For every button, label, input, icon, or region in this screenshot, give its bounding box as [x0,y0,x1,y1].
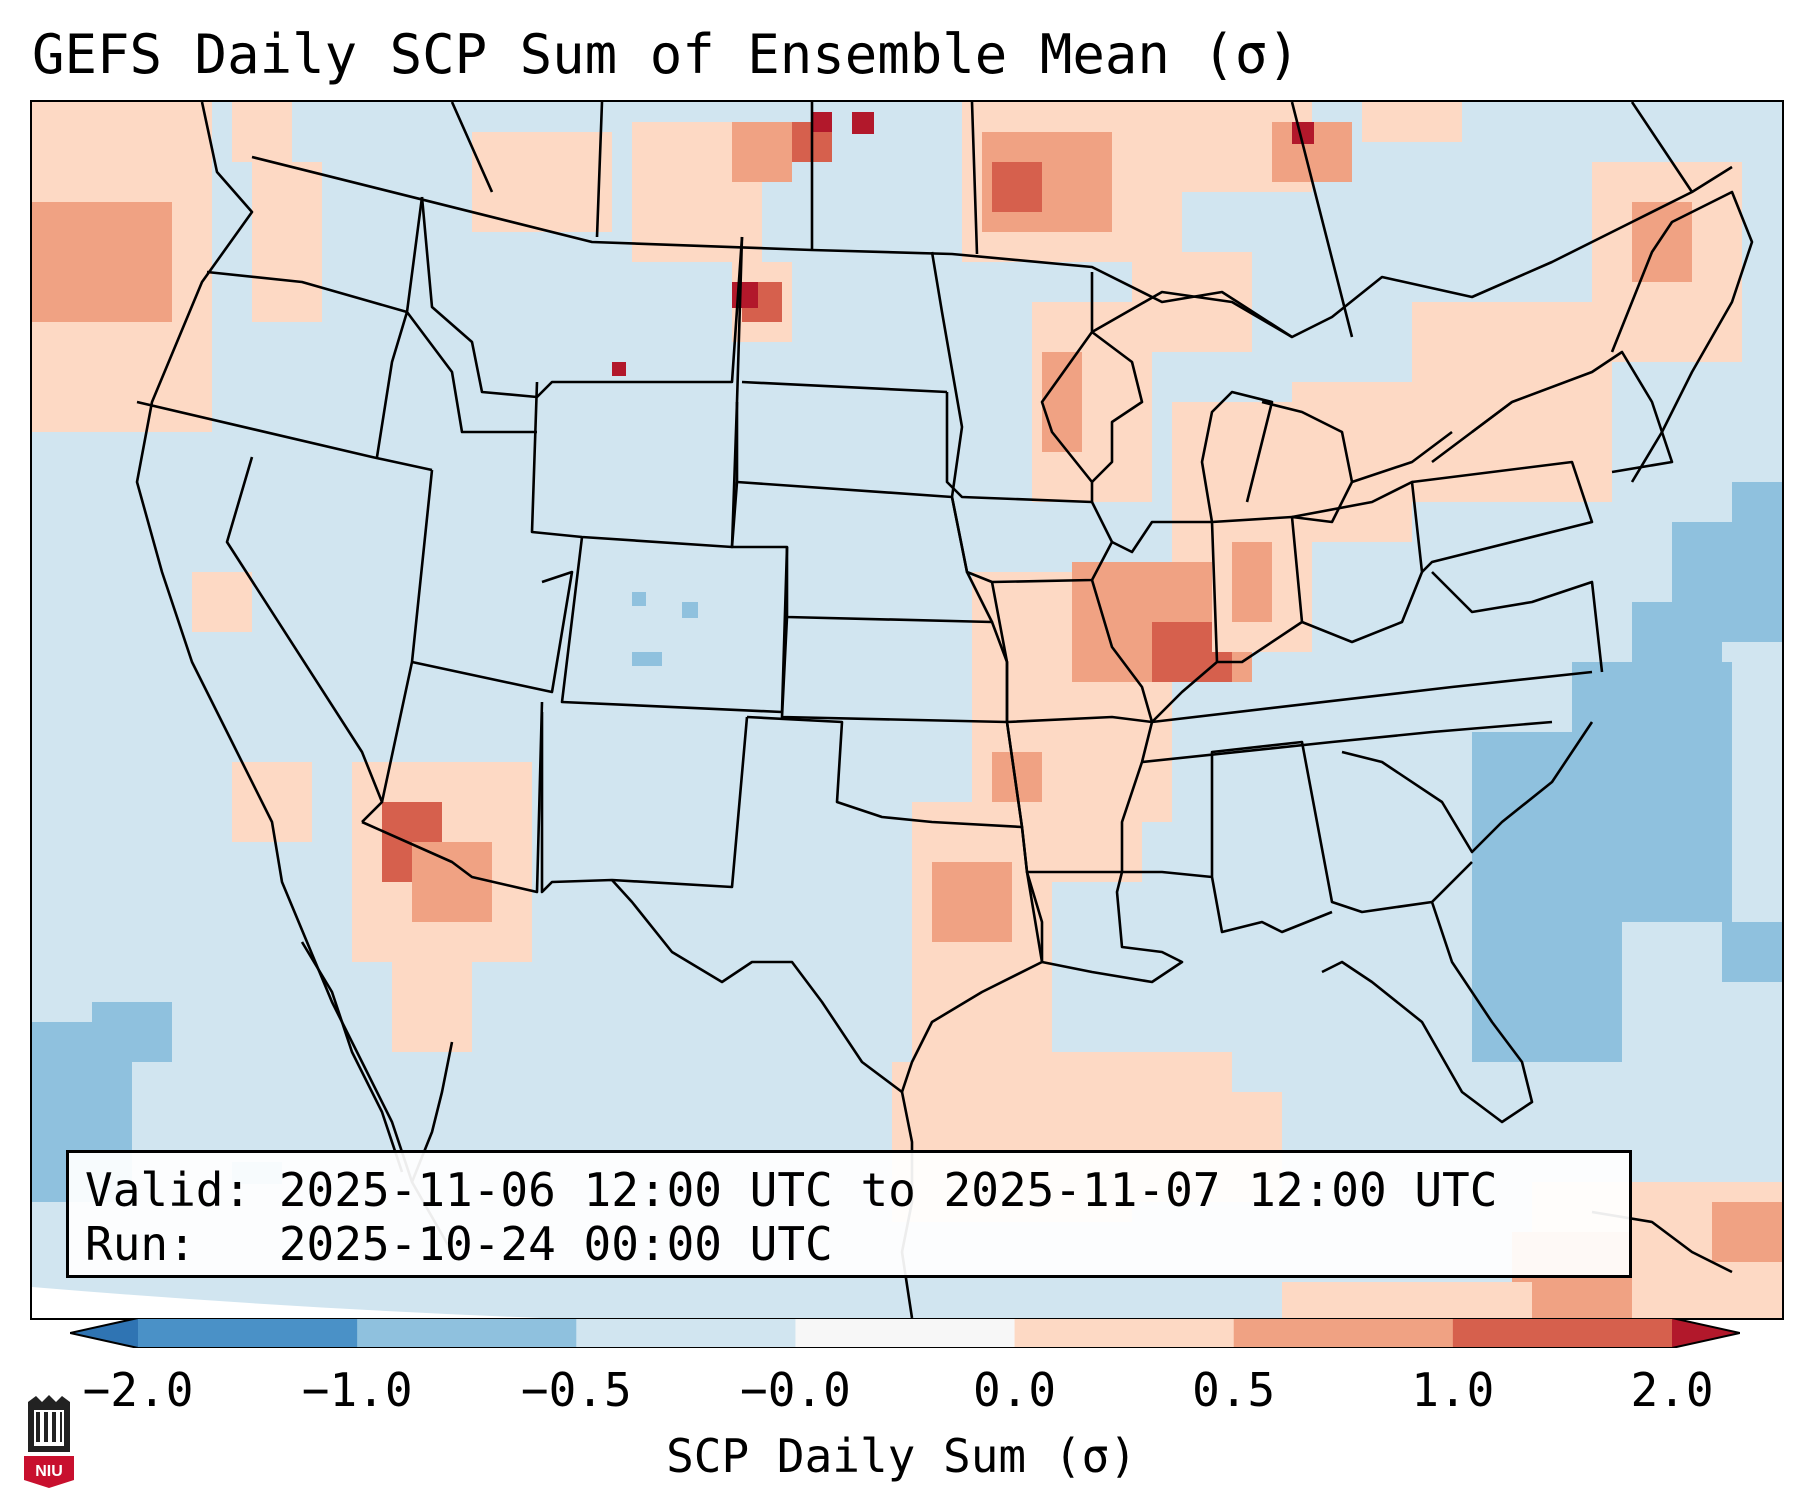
colorbar-segment [1014,1318,1235,1348]
colorbar-segment [357,1318,577,1348]
state-boundaries [135,102,1754,1318]
anomaly-cell [232,762,312,842]
nd-sd [741,380,948,394]
colorbar-segment [1233,1318,1454,1348]
anomaly-cell [632,592,646,606]
colorbar-segment [138,1318,358,1348]
anomaly-cell [682,602,698,618]
va-nc-sc [1341,571,1604,854]
anomaly-cell [932,862,1012,942]
southeast [1122,740,1534,1124]
missouri [990,579,1154,724]
anomaly-cell [732,122,792,182]
wisconsin [1091,330,1144,483]
valid-run-info-box: Valid: 2025-11-06 12:00 UTC to 2025-11-0… [66,1150,1632,1278]
great-lakes [1091,290,1513,524]
colorbar-tick-label: −0.5 [520,1363,632,1417]
map-title: GEFS Daily SCP Sum of Ensemble Mean (σ) [32,23,1300,86]
colorbar-segment [1452,1318,1673,1348]
anomaly-cell [412,842,492,922]
texas [611,826,1044,1094]
or-ca-nv [136,400,433,472]
anomaly-cell [252,162,322,322]
ut-az [411,570,574,694]
anomaly-cell [992,162,1042,212]
anomaly-cell [32,202,172,322]
logo-text: NIU [35,1463,63,1480]
anomaly-cell [1042,352,1082,452]
colorbar-tick-label: −1.0 [301,1363,413,1417]
colorbar-extend-low [70,1318,138,1348]
anomaly-cell [612,362,626,376]
valid-time-text: Valid: 2025-11-06 12:00 UTC to 2025-11-0… [85,1163,1498,1217]
anomaly-cell [92,1002,172,1062]
anomaly-cell [1232,542,1272,622]
nm [540,712,749,894]
anomaly-cell [732,282,758,308]
anomaly-cell [472,132,612,232]
anomaly-cell [1712,1202,1782,1262]
louisiana [1025,871,1184,984]
montana [420,196,744,399]
niu-logo: NIU [24,1395,74,1488]
colorbar-label: SCP Daily Sum (σ) [666,1429,1137,1483]
anomaly-cell [852,112,874,134]
anomaly-cell [192,572,252,632]
az-nm [361,701,544,894]
map-canvas [32,102,1782,1318]
scp-anomaly-cells [32,102,1782,1318]
anomaly-cell [1282,1282,1532,1318]
colorbar-tick-label: 2.0 [1630,1363,1714,1417]
anomaly-cell [812,112,832,132]
ca-nv [225,456,384,823]
anomaly-cell [1732,482,1782,542]
idaho [375,196,537,458]
colorbar-segment [576,1318,796,1348]
colorbar-tick-label: 1.0 [1411,1363,1495,1417]
colorado [560,536,789,714]
map-panel [30,100,1784,1320]
wa-or [206,270,408,314]
colorbar-tick-label: −0.0 [740,1363,851,1417]
colorbar-segment [795,1318,1016,1348]
anomaly-cell [1362,102,1462,142]
west-coast [135,102,454,1253]
anomaly-cell [1292,382,1412,542]
run-time-text: Run: 2025-10-24 00:00 UTC [85,1217,833,1271]
anomaly-cell [232,102,292,162]
colorbar-tick-label: −2.0 [82,1363,194,1417]
anomaly-cell [1632,202,1692,282]
colorbar-tick-label: 0.0 [973,1363,1057,1417]
anomaly-cell [1722,922,1782,982]
colorbar-tick-label: 0.5 [1192,1363,1276,1417]
kentucky-tennessee [1141,670,1593,764]
new-england [1610,190,1754,483]
province-lines [450,102,1694,338]
anomaly-cell [632,652,662,666]
anomaly-cell [392,932,472,1052]
colorbar-extend-high [1672,1318,1740,1348]
colorbar [70,1318,1740,1348]
iowa [950,496,1114,584]
